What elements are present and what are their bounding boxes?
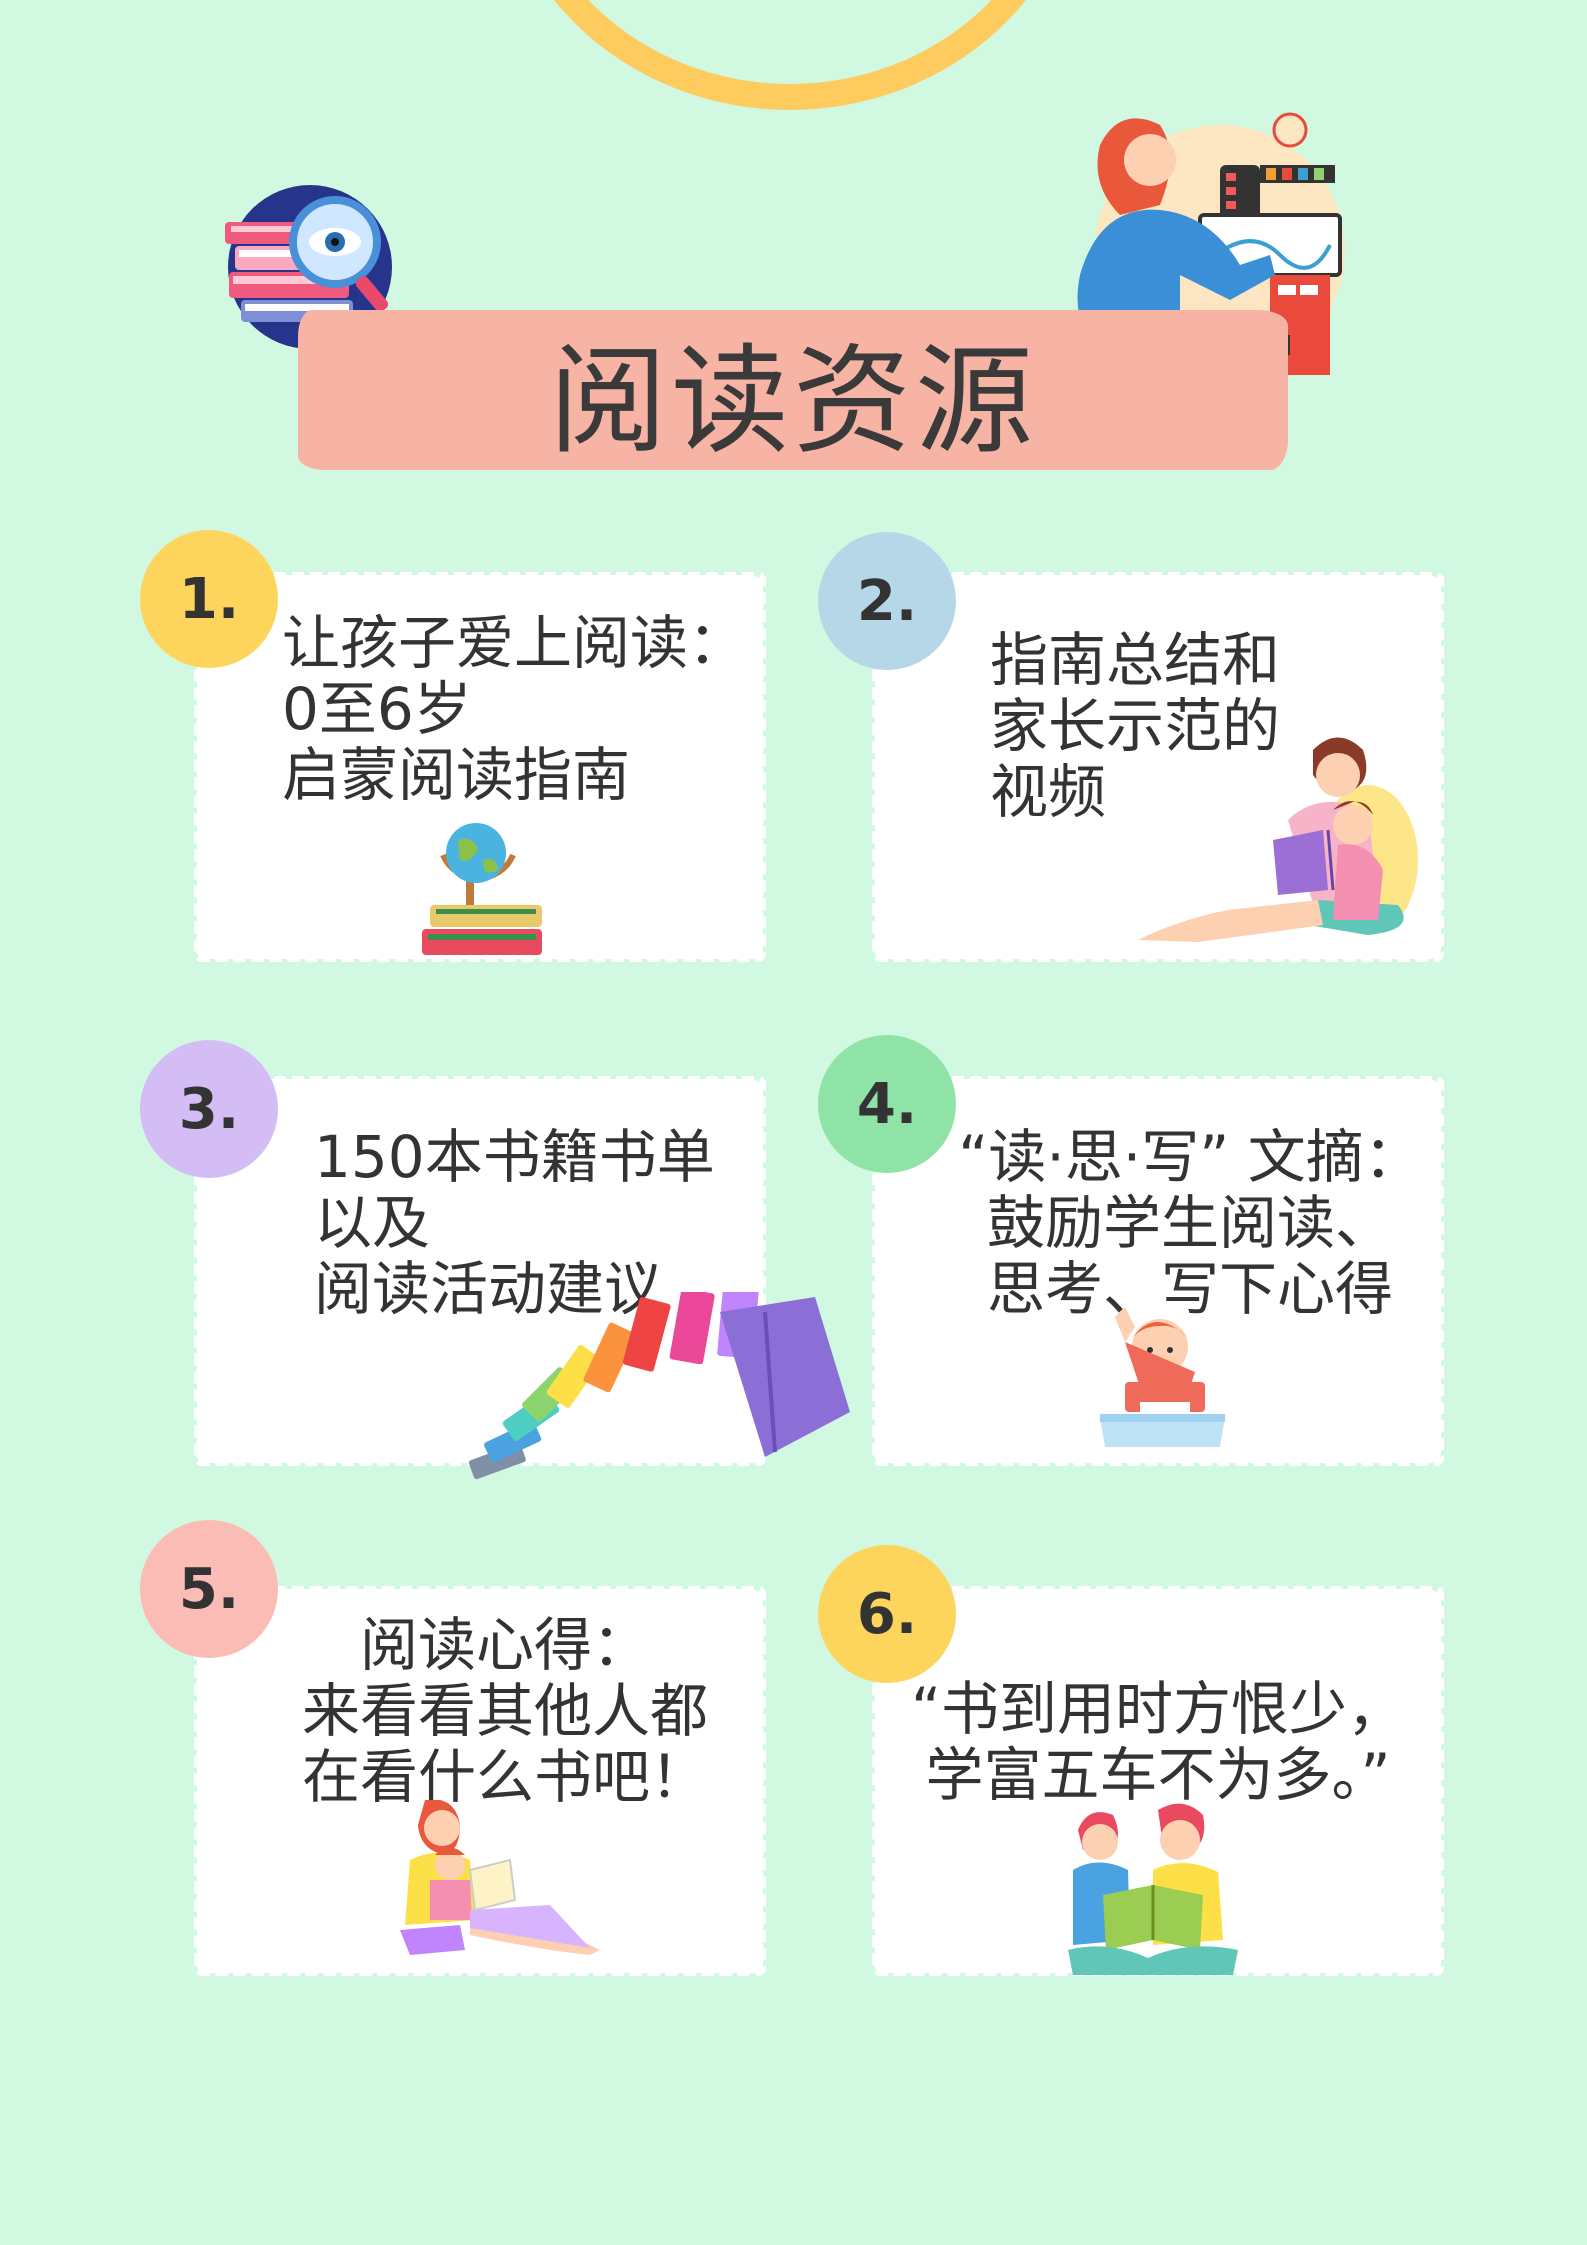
mother-child-reading-icon bbox=[400, 1800, 600, 1955]
card-number-badge-1: 1. bbox=[140, 530, 278, 668]
card-text-6: “书到用时方恨少， 学富五车不为多。” bbox=[910, 1675, 1406, 1809]
books-magnifier-icon bbox=[225, 185, 392, 349]
card-number-badge-4: 4. bbox=[818, 1035, 956, 1173]
card-text-1: 让孩子爱上阅读： 0至6岁 启蒙阅读指南 bbox=[282, 609, 747, 809]
rainbow-books-icon bbox=[468, 1292, 850, 1480]
two-girls-reading-icon bbox=[1068, 1803, 1238, 1975]
card-text-2: 指南总结和 家长示范的 视频 bbox=[990, 626, 1281, 826]
card-number-badge-6: 6. bbox=[818, 1545, 956, 1683]
mother-reading-to-child-icon bbox=[1138, 737, 1418, 942]
title-band bbox=[298, 310, 1288, 470]
globe-on-books-icon bbox=[422, 823, 542, 955]
decorative-arc bbox=[495, 0, 1085, 110]
card-number-badge-3: 3. bbox=[140, 1040, 278, 1178]
card-number-badge-2: 2. bbox=[818, 532, 956, 670]
page-title: 阅读资源 bbox=[548, 331, 1037, 470]
child-at-desk-icon bbox=[1100, 1307, 1225, 1447]
card-text-3: 150本书籍书单 以及 阅读活动建议 bbox=[314, 1123, 715, 1323]
woman-at-drawing-desk-icon bbox=[1077, 112, 1345, 375]
card-number-badge-5: 5. bbox=[140, 1520, 278, 1658]
card-text-5: 阅读心得： 来看看其他人都 在看什么书吧！ bbox=[301, 1611, 708, 1811]
card-text-4: “读·思·写” 文摘： 鼓励学生阅读、 思考、写下心得 bbox=[958, 1123, 1422, 1323]
